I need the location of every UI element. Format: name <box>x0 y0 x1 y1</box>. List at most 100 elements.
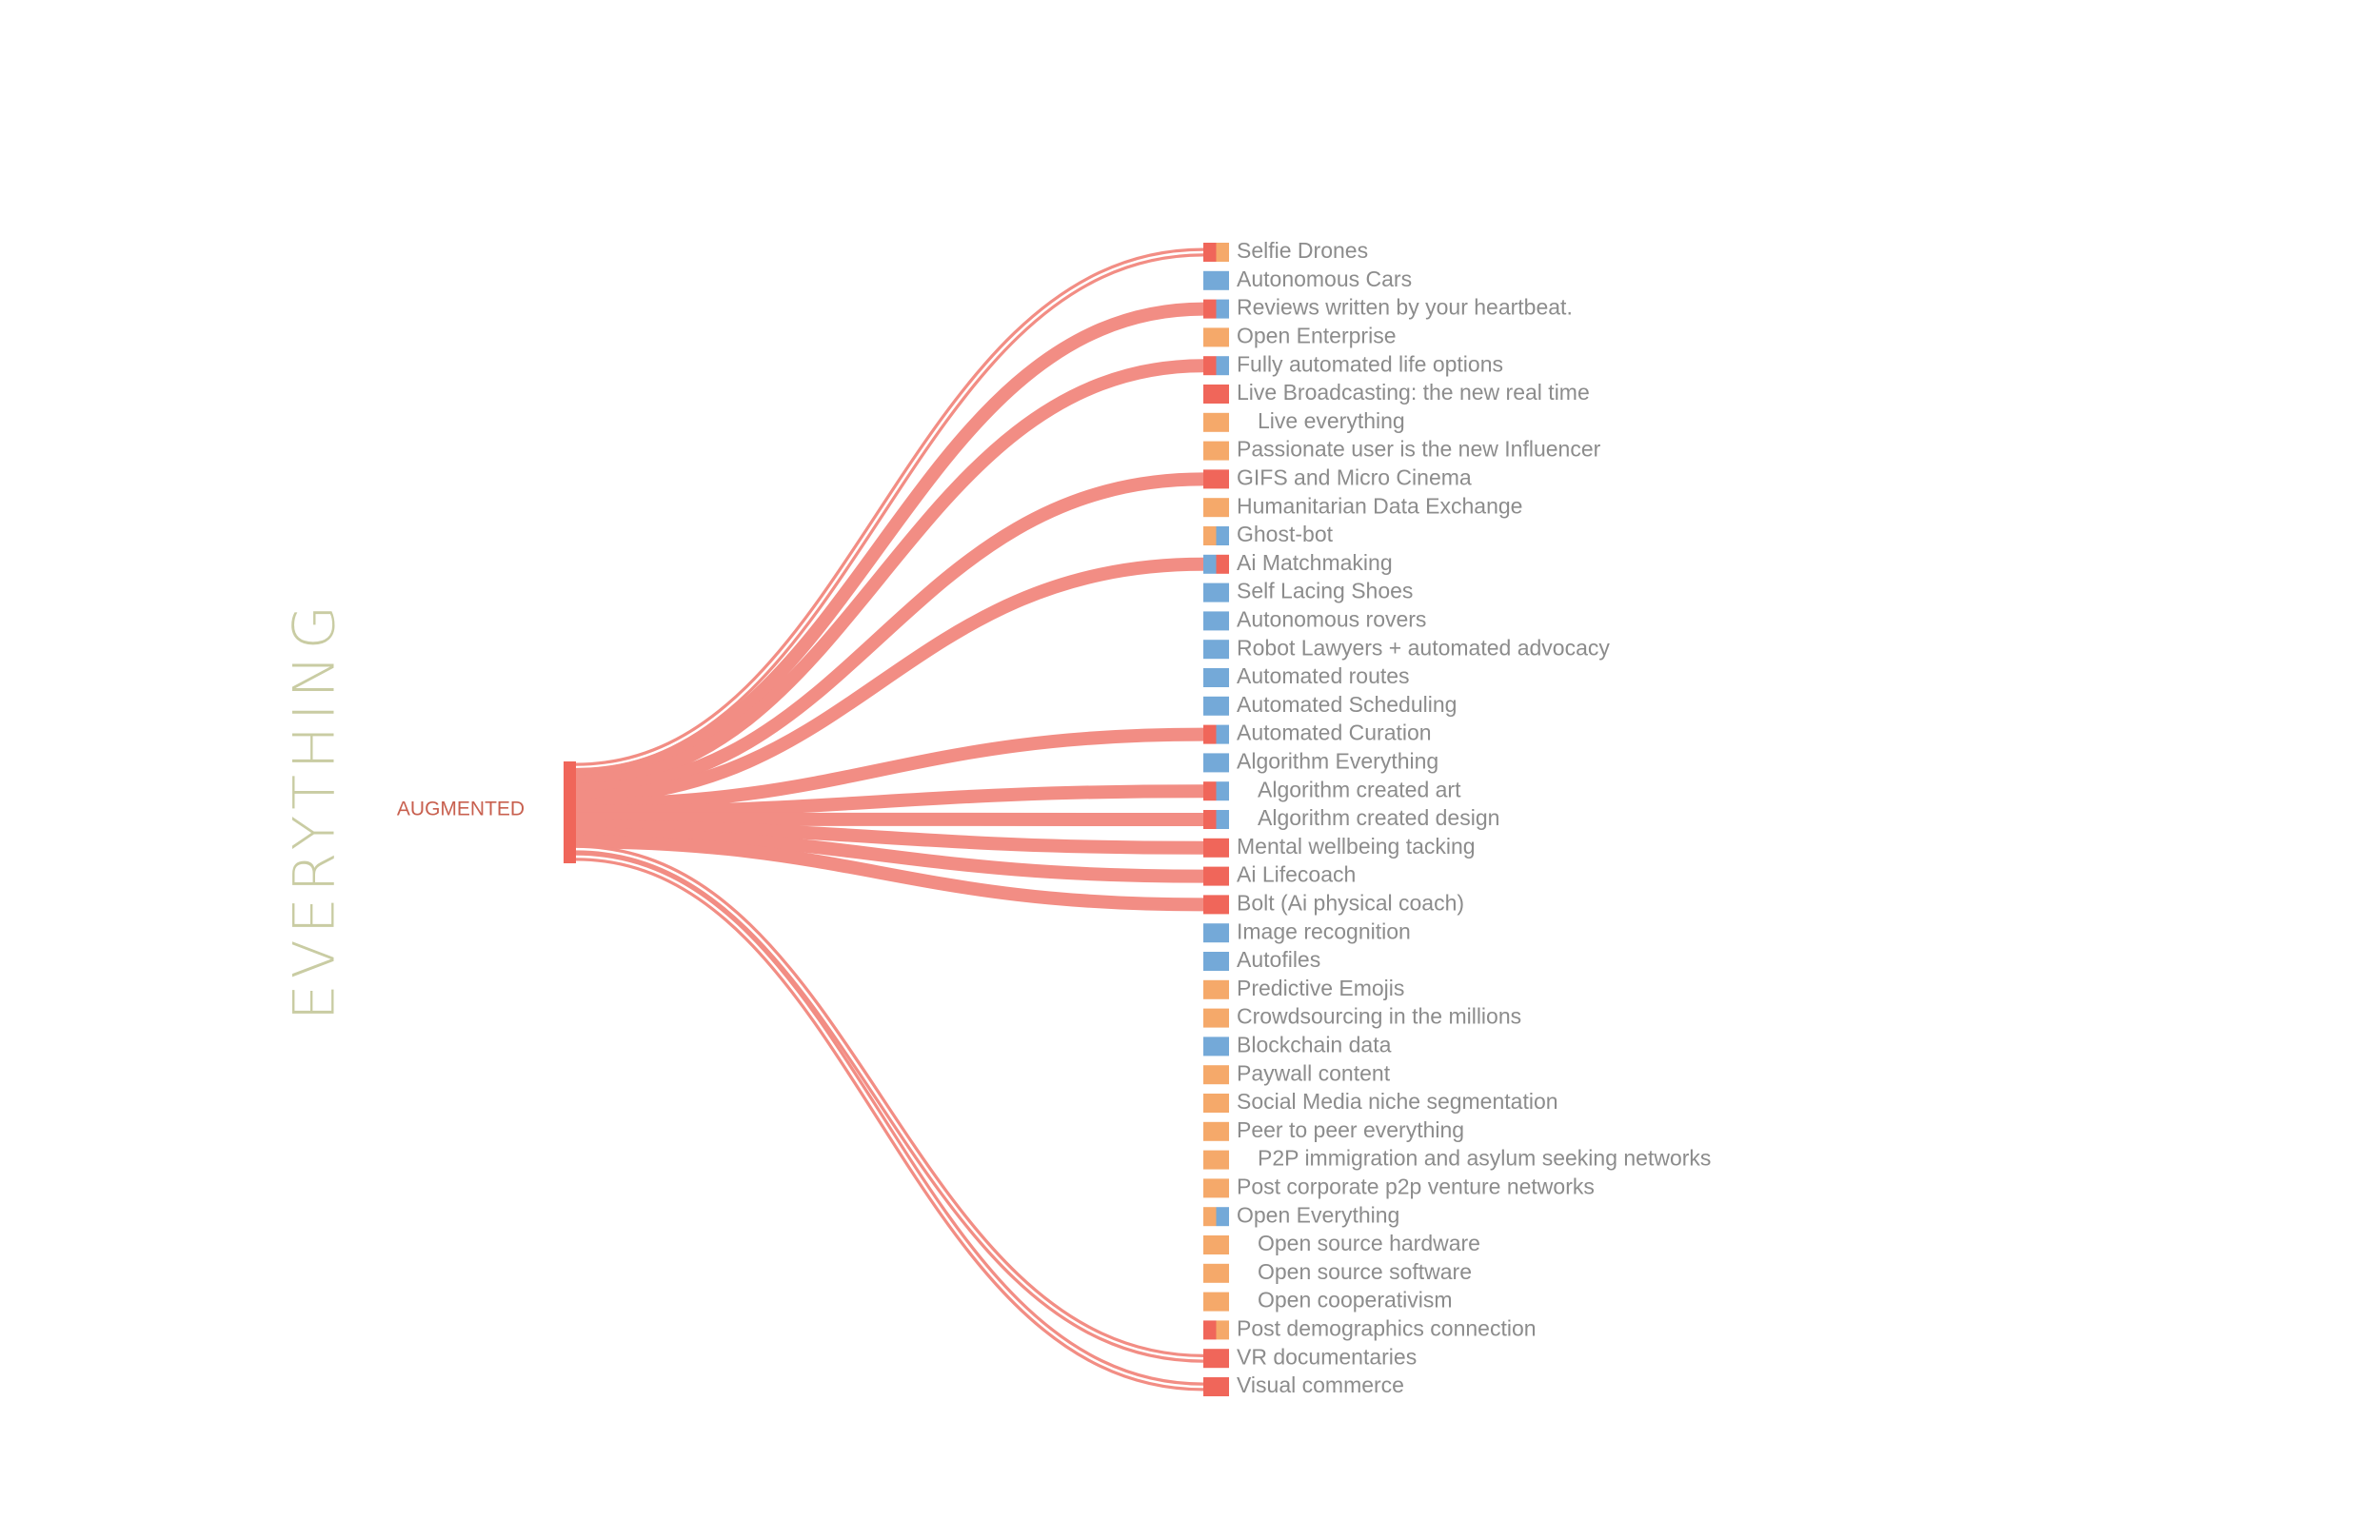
link <box>575 727 1204 812</box>
item-label: Peer to peer everything <box>1237 1117 1464 1142</box>
link <box>575 784 1204 819</box>
swatch <box>1216 356 1229 376</box>
link <box>575 844 1204 1363</box>
swatch <box>1216 781 1229 801</box>
swatch <box>1203 696 1229 716</box>
item-label: Fully automated life options <box>1237 351 1503 376</box>
item-label: P2P immigration and asylum seeking netwo… <box>1258 1146 1711 1171</box>
link <box>575 827 1204 883</box>
item-label: Live Broadcasting: the new real time <box>1237 380 1590 405</box>
swatch <box>1216 1207 1229 1227</box>
item-label: Visual commerce <box>1237 1372 1404 1397</box>
item-label: Automated Scheduling <box>1237 692 1457 717</box>
swatch <box>1203 1008 1229 1028</box>
swatch <box>1203 1377 1229 1396</box>
item-label: Ai Matchmaking <box>1237 550 1393 575</box>
item-label: Ghost-bot <box>1237 522 1334 546</box>
swatch <box>1203 1263 1229 1283</box>
item-label: VR documentaries <box>1237 1344 1417 1369</box>
source-node <box>564 761 576 863</box>
swatch <box>1203 1121 1229 1141</box>
item-label: Automated Curation <box>1237 721 1432 745</box>
item-label: Open source hardware <box>1258 1231 1480 1255</box>
swatch <box>1203 356 1217 376</box>
swatch <box>1203 866 1229 886</box>
item-label: Mental wellbeing tacking <box>1237 834 1476 859</box>
swatch <box>1203 611 1229 631</box>
swatch <box>1203 1235 1229 1254</box>
swatch <box>1216 243 1229 262</box>
swatch <box>1203 1349 1229 1369</box>
item-label: Post corporate p2p venture networks <box>1237 1174 1595 1198</box>
link <box>575 557 1204 804</box>
swatch <box>1203 498 1229 518</box>
item-label: Blockchain data <box>1237 1032 1392 1056</box>
swatch <box>1203 270 1229 290</box>
swatch <box>1203 724 1217 744</box>
swatch <box>1203 412 1229 432</box>
item-label: Autofiles <box>1237 947 1320 972</box>
item-label: Selfie Drones <box>1237 238 1368 263</box>
link <box>575 302 1204 781</box>
item-label: Humanitarian Data Exchange <box>1237 493 1522 518</box>
swatch <box>1216 810 1229 829</box>
swatch <box>1203 979 1229 999</box>
swatch <box>1216 1320 1229 1340</box>
swatch <box>1203 810 1217 829</box>
swatch <box>1203 385 1229 404</box>
item-label: GIFS and Micro Cinema <box>1237 464 1472 489</box>
swatch <box>1203 299 1217 319</box>
swatch <box>1203 781 1217 801</box>
swatch <box>1216 299 1229 319</box>
swatch <box>1203 1178 1229 1198</box>
source-label: AUGMENTED <box>397 799 525 820</box>
item-label: Post demographics connection <box>1237 1315 1537 1340</box>
items: Selfie Drones Autonomous Cars Reviews writ… <box>1203 238 1711 1397</box>
swatch <box>1203 1037 1229 1056</box>
swatch <box>1203 923 1229 943</box>
item-label: Self Lacing Shoes <box>1237 579 1413 603</box>
item-label: Algorithm created art <box>1258 777 1461 801</box>
link <box>575 472 1204 797</box>
swatch <box>1216 526 1229 545</box>
item-label: Open Everything <box>1237 1202 1399 1227</box>
swatch <box>1203 838 1229 858</box>
swatch <box>1216 554 1229 574</box>
swatch <box>1203 327 1229 347</box>
item-label: Autonomous rovers <box>1237 606 1426 631</box>
swatch <box>1203 582 1229 602</box>
item-label: Ai Lifecoach <box>1237 862 1356 887</box>
item-label: Open cooperativism <box>1258 1288 1453 1313</box>
item-label: Paywall content <box>1237 1060 1391 1085</box>
link-inner <box>575 847 1204 1360</box>
item-label: Crowdsourcing in the millions <box>1237 1004 1521 1029</box>
item-label: Image recognition <box>1237 918 1411 943</box>
swatch <box>1216 724 1229 744</box>
swatch <box>1203 1065 1229 1085</box>
item-label: Reviews written by your heartbeat. <box>1237 295 1573 320</box>
swatch <box>1203 469 1229 489</box>
link <box>575 852 1204 1392</box>
swatch <box>1203 895 1229 915</box>
swatch <box>1203 554 1217 574</box>
swatch <box>1203 1320 1217 1340</box>
swatch <box>1203 1094 1229 1113</box>
item-label: Algorithm created design <box>1258 805 1499 830</box>
link-inner <box>575 250 1204 769</box>
swatch <box>1203 526 1217 545</box>
item-label: Passionate user is the new Influencer <box>1237 437 1601 462</box>
swatch <box>1203 1150 1229 1170</box>
item-label: Automated routes <box>1237 663 1410 688</box>
item-label: Predictive Emojis <box>1237 976 1404 1000</box>
swatch <box>1203 668 1229 687</box>
swatch <box>1203 441 1229 461</box>
swatch <box>1203 952 1229 971</box>
item-label: Algorithm Everything <box>1237 748 1438 773</box>
item-label: Autonomous Cars <box>1237 267 1412 291</box>
item-label: Bolt (Ai physical coach) <box>1237 890 1464 915</box>
link <box>575 819 1204 855</box>
swatch <box>1203 753 1229 773</box>
swatch <box>1203 243 1217 262</box>
